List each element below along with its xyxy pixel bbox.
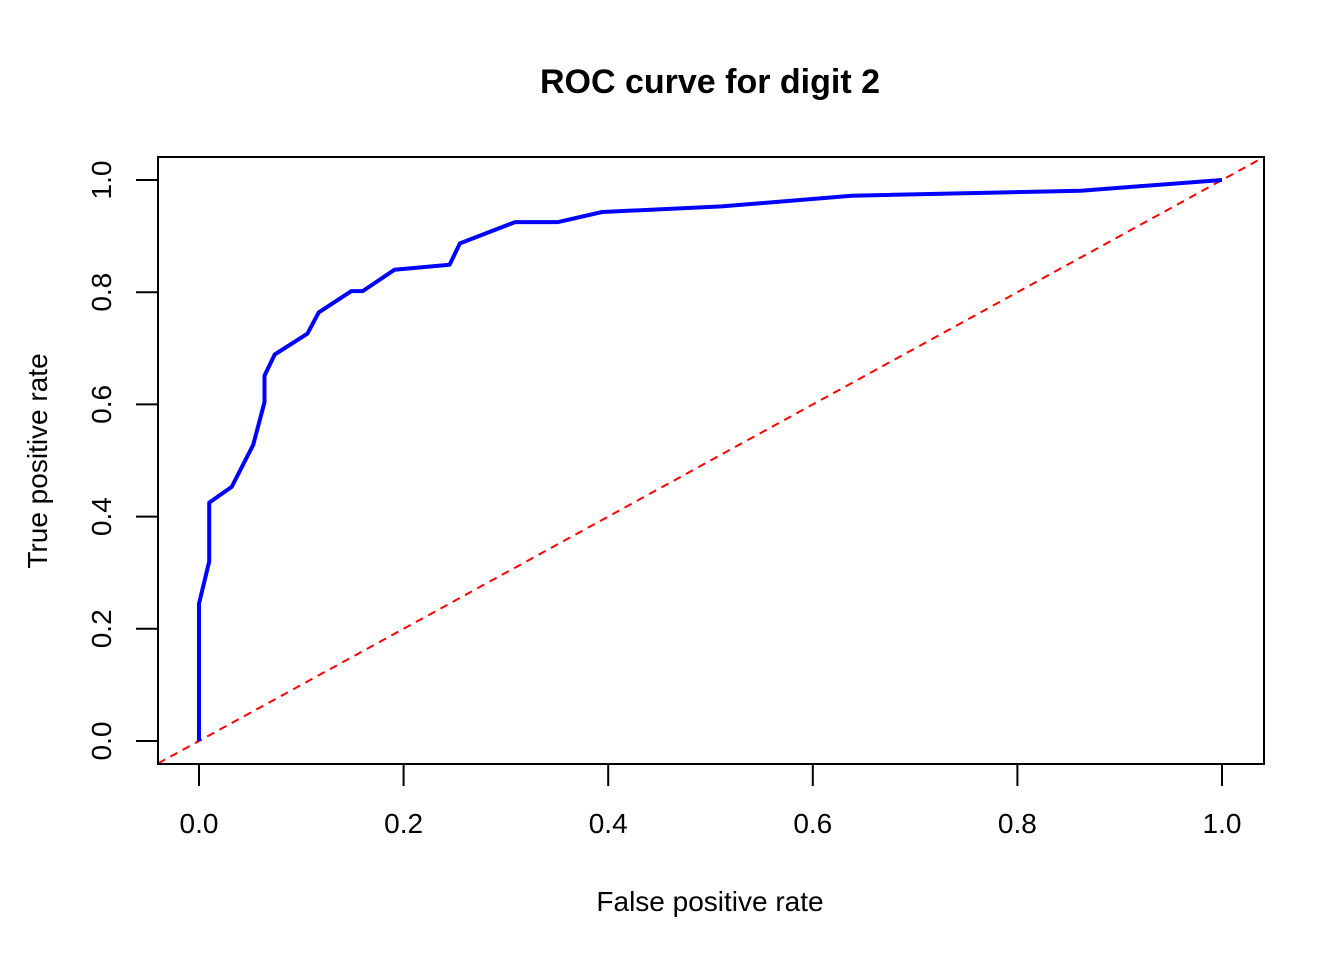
- x-axis: 0.0 0.2 0.4 0.6 0.8 1.0: [180, 764, 1242, 839]
- y-tick-label: 0.4: [86, 497, 117, 536]
- y-axis-label: True positive rate: [22, 353, 53, 568]
- x-tick-label: 1.0: [1203, 808, 1242, 839]
- y-tick-label: 0.0: [86, 722, 117, 761]
- x-tick-label: 0.0: [180, 808, 219, 839]
- x-tick-label: 0.6: [793, 808, 832, 839]
- plot-lines: [158, 157, 1264, 764]
- y-tick-label: 0.2: [86, 609, 117, 648]
- roc-curve-line: [197, 178, 1223, 741]
- plot-frame: [157, 156, 1265, 765]
- y-tick-label: 0.6: [86, 385, 117, 424]
- y-tick-label: 0.8: [86, 273, 117, 312]
- y-tick-label: 1.0: [86, 161, 117, 200]
- reference-diagonal-line: [158, 157, 1264, 764]
- x-axis-label: False positive rate: [596, 886, 823, 917]
- chart-title: ROC curve for digit 2: [540, 63, 880, 101]
- x-tick-label: 0.2: [384, 808, 423, 839]
- y-axis: 0.0 0.2 0.4 0.6 0.8 1.0: [86, 161, 158, 761]
- x-tick-label: 0.8: [998, 808, 1037, 839]
- x-tick-label: 0.4: [589, 808, 628, 839]
